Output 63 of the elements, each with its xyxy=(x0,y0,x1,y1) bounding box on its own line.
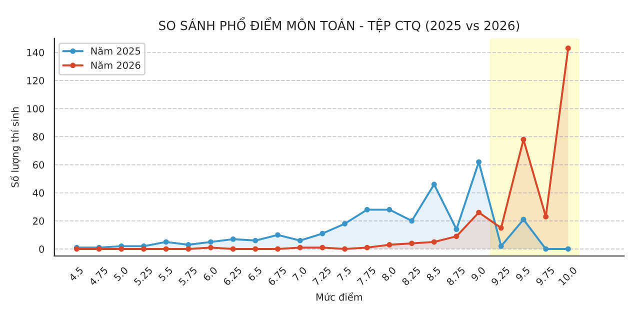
y-tick-label: 120 xyxy=(27,76,44,84)
point xyxy=(520,216,526,222)
point xyxy=(163,239,169,245)
point xyxy=(186,246,192,252)
point xyxy=(543,246,549,252)
x-tick-label: 8.0 xyxy=(381,266,396,282)
y-tick-label: 20 xyxy=(33,217,44,225)
point xyxy=(230,236,236,242)
x-tick-label: 7.0 xyxy=(292,266,308,282)
point xyxy=(230,246,236,252)
point xyxy=(498,243,504,249)
point xyxy=(409,218,415,224)
chart-title: SO SÁNH PHỔ ĐIỂM MÔN TOÁN - TỆP CTQ (2025 vs 2026) xyxy=(159,17,520,32)
y-tick-label: 80 xyxy=(32,133,44,141)
point xyxy=(565,45,571,51)
y-tick-label: 100 xyxy=(27,105,44,112)
x-tick-label: 5.5 xyxy=(158,266,173,282)
y-tick-label: 140 xyxy=(27,48,44,56)
point xyxy=(342,246,348,252)
point xyxy=(543,214,549,220)
point xyxy=(454,226,460,232)
point xyxy=(208,244,214,250)
point xyxy=(498,225,504,231)
point xyxy=(342,220,348,226)
y-tick-label: 60 xyxy=(32,161,44,169)
point xyxy=(386,206,392,212)
x-tick-label: 6.0 xyxy=(202,266,218,282)
point xyxy=(118,246,124,252)
y-tick-label: 40 xyxy=(32,189,44,197)
y-axis-title: Số lượng thí sinh xyxy=(10,107,21,188)
point xyxy=(431,182,437,188)
x-tick-label: 4.5 xyxy=(68,266,84,282)
legend-label: Năm 2025 xyxy=(91,47,140,55)
x-tick-label: 9.5 xyxy=(515,266,530,282)
point xyxy=(431,239,437,245)
y-tick-label: 0 xyxy=(39,245,44,253)
point xyxy=(141,246,146,252)
point xyxy=(520,136,526,142)
point xyxy=(364,244,370,250)
legend-label: Năm 2026 xyxy=(91,61,140,69)
point xyxy=(409,240,415,246)
x-tick-label: 9.0 xyxy=(470,266,486,282)
point xyxy=(386,242,392,248)
x-tick-label: 8.5 xyxy=(426,266,441,282)
point xyxy=(364,206,370,212)
x-axis-title: Mức điểm xyxy=(316,292,362,301)
x-tick-label: 5.0 xyxy=(113,266,128,282)
point xyxy=(252,246,258,252)
x-tick-label: 6.5 xyxy=(247,266,262,282)
point xyxy=(252,238,258,244)
point xyxy=(163,246,169,252)
point xyxy=(320,230,326,236)
point xyxy=(476,159,482,165)
point xyxy=(476,210,482,216)
point xyxy=(208,239,214,245)
point xyxy=(297,238,303,244)
point xyxy=(275,246,281,252)
point xyxy=(297,244,303,250)
point xyxy=(320,244,326,250)
point xyxy=(454,234,460,240)
point xyxy=(275,232,281,238)
point xyxy=(565,246,571,252)
x-tick-label: 7.5 xyxy=(336,266,352,282)
